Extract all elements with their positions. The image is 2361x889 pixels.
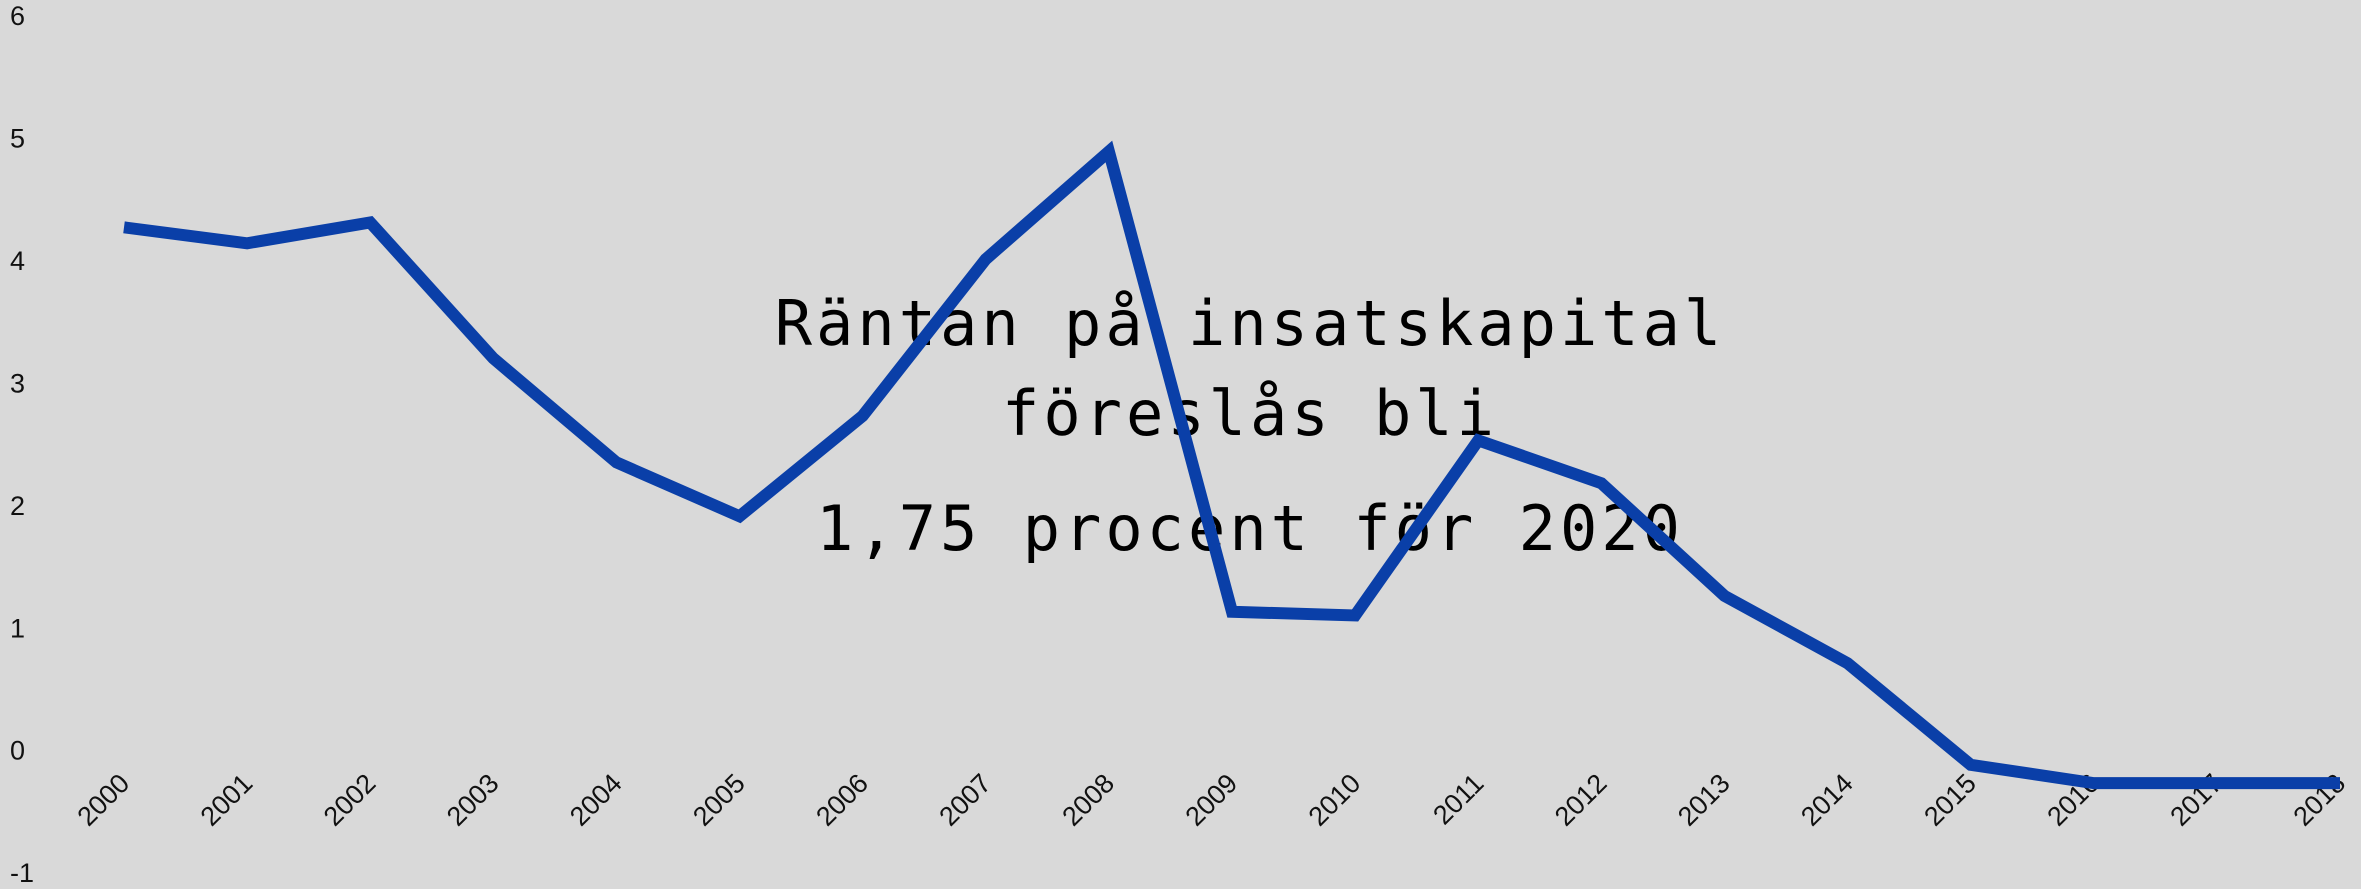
y-tick-label: 2 (10, 491, 25, 521)
y-tick-label: 6 (10, 1, 25, 31)
y-tick-label: 1 (10, 613, 25, 643)
y-tick-label: 5 (10, 124, 25, 154)
chart-title: 1,75 procent för 2020 (816, 492, 1684, 565)
data-line (123, 140, 2340, 790)
chart-title: föreslås bli (1002, 377, 1498, 450)
y-tick-label: 4 (10, 246, 25, 276)
y-tick-label: 3 (10, 368, 25, 398)
y-tick-label: -1 (10, 858, 34, 888)
y-tick-label: 0 (10, 736, 25, 766)
